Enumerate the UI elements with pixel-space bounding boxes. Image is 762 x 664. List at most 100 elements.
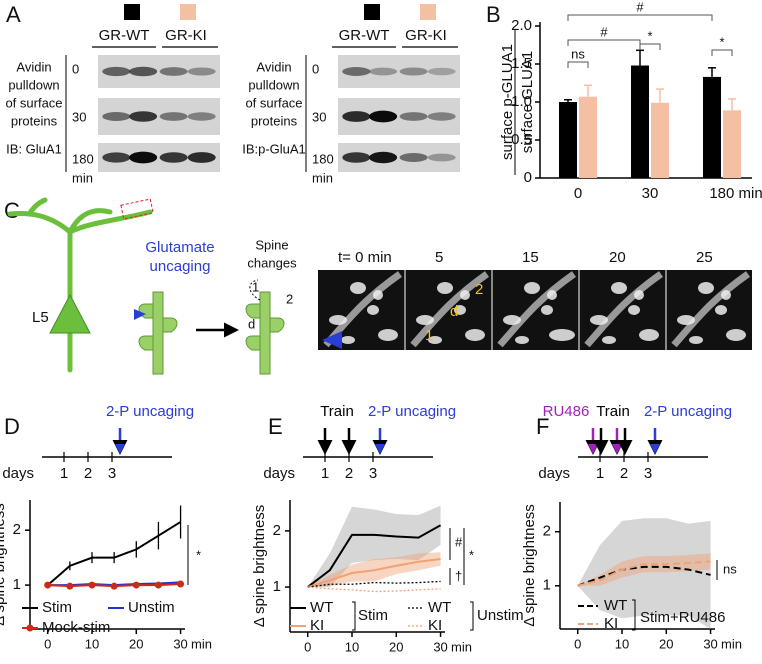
- cell-label: L5: [32, 309, 49, 326]
- blot-band: [342, 67, 371, 76]
- x-tick-label: 30: [173, 636, 187, 651]
- x-tick-label: 10: [345, 639, 359, 654]
- spine-image: [350, 282, 366, 294]
- day-label: 2: [84, 465, 92, 482]
- blot-band: [102, 112, 131, 121]
- blot-band: [369, 151, 398, 164]
- point: [66, 582, 74, 590]
- x-tick-label: 30: [703, 636, 717, 651]
- blot-band: [129, 151, 158, 164]
- y-tick-label: 1: [543, 577, 551, 594]
- spine-image: [515, 336, 529, 344]
- spine-image: [378, 329, 398, 341]
- error-band: [307, 505, 441, 588]
- x-tick-label: 0: [304, 639, 311, 654]
- stimulus-label: Glutamate: [145, 239, 214, 256]
- significance: #: [636, 0, 644, 14]
- significance: †: [455, 568, 462, 583]
- neuron: [7, 197, 153, 373]
- time-label: 180: [312, 151, 334, 166]
- error-band: [577, 518, 711, 629]
- x-tick-label: 30: [433, 639, 447, 654]
- legend-label: Stim: [42, 599, 72, 616]
- blot-caption: of surface: [245, 95, 302, 110]
- bar: [723, 110, 741, 178]
- significance: *: [719, 34, 724, 49]
- blot-band: [129, 111, 158, 122]
- series-line: [307, 586, 441, 593]
- blot-band: [187, 67, 216, 76]
- spine-image: [639, 329, 659, 341]
- spine-image: [628, 305, 640, 315]
- event-head: [588, 444, 598, 454]
- legend-label: Mock-stim: [42, 619, 110, 636]
- y-tick-label: 1: [273, 578, 281, 595]
- antibody: IB: GluA1: [6, 141, 62, 156]
- blot-caption: Avidin: [16, 59, 51, 74]
- frame-mark: 2: [475, 281, 483, 298]
- frame-label: 15: [522, 249, 539, 266]
- x-tick-label: 0: [574, 636, 581, 651]
- day-label: 2: [345, 465, 353, 482]
- blot-band: [369, 67, 398, 76]
- time-unit: min: [312, 170, 333, 185]
- legend-label: GR-KI: [165, 27, 207, 44]
- significance: #: [455, 534, 463, 549]
- outcome-label: Spine: [255, 237, 288, 252]
- time-label: 180: [72, 151, 94, 166]
- event-label: 2-P uncaging: [368, 403, 456, 420]
- day-label: 1: [60, 465, 68, 482]
- spine-image: [454, 305, 466, 315]
- event-head: [344, 444, 354, 454]
- x-tick-label: 20: [659, 636, 673, 651]
- panel-label: D: [4, 414, 20, 439]
- day-label: 1: [596, 465, 604, 482]
- legend-swatch: [364, 4, 380, 20]
- legend-label: GR-WT: [339, 27, 390, 44]
- blot-band: [369, 110, 398, 123]
- time-label: 30: [72, 109, 86, 124]
- bar: [631, 65, 649, 178]
- spine-image: [460, 290, 470, 300]
- spine-number: 2: [286, 291, 293, 306]
- blot-caption: pulldown: [8, 77, 59, 92]
- blot-band: [159, 67, 188, 76]
- spine-image: [341, 336, 355, 344]
- blot-band: [102, 66, 131, 77]
- blot-band: [427, 67, 456, 76]
- legend-label: WT: [604, 597, 627, 614]
- blot-band: [342, 152, 371, 163]
- blot-band: [159, 112, 188, 121]
- y-axis-label: Δ spine brightness: [521, 504, 538, 627]
- legend-brace: [632, 599, 636, 631]
- dendrite-image: [497, 271, 577, 348]
- error-band: [577, 553, 711, 586]
- stimulus-label: uncaging: [150, 258, 211, 275]
- y-axis-label: surface GLUA1: [519, 51, 536, 154]
- spine-image: [611, 282, 627, 294]
- legend-label: WT: [428, 599, 451, 616]
- spine: [245, 303, 285, 351]
- uncaging-arrowhead: [322, 331, 342, 349]
- panel-label: F: [536, 414, 549, 439]
- y-tick-label: 2.0: [511, 17, 532, 34]
- day-label: 2: [620, 465, 628, 482]
- spine-image: [602, 336, 616, 344]
- legend-group: Stim+RU486: [640, 609, 725, 626]
- x-tick-label: 0: [44, 636, 51, 651]
- blot-caption: proteins: [251, 113, 298, 128]
- spine-image: [428, 336, 442, 344]
- y-tick-label: 1.5: [511, 55, 532, 72]
- series-line: [307, 557, 441, 589]
- significance: #: [600, 24, 608, 39]
- y-tick-label: 0: [524, 169, 532, 186]
- time-label: 0: [72, 61, 79, 76]
- legend-label: KI: [428, 617, 442, 634]
- blot-band: [159, 152, 188, 163]
- blot-band: [427, 153, 456, 162]
- event-head: [650, 444, 660, 454]
- bar: [651, 102, 669, 178]
- legend-label: KI: [310, 617, 324, 634]
- x-tick-label: 10: [85, 636, 99, 651]
